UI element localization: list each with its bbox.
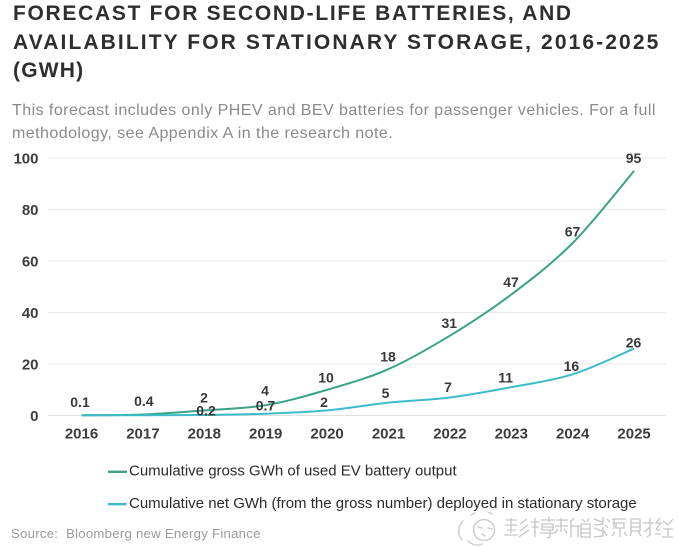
svg-text:31: 31 — [442, 315, 458, 331]
svg-text:2019: 2019 — [249, 426, 282, 443]
svg-text:Cumulative gross GWh of used E: Cumulative gross GWh of used EV battery … — [129, 463, 457, 480]
svg-text:2020: 2020 — [310, 426, 343, 443]
svg-text:2017: 2017 — [126, 426, 159, 443]
svg-text:0.1: 0.1 — [70, 394, 90, 410]
svg-text:47: 47 — [503, 274, 519, 290]
svg-text:2: 2 — [320, 394, 328, 410]
svg-text:10: 10 — [318, 370, 334, 386]
svg-text:2016: 2016 — [65, 426, 98, 443]
svg-text:2021: 2021 — [372, 426, 405, 443]
svg-text:11: 11 — [498, 370, 513, 386]
svg-text:0.2: 0.2 — [196, 403, 216, 419]
svg-text:0.7: 0.7 — [256, 398, 276, 414]
svg-text:2022: 2022 — [433, 426, 466, 443]
svg-text:2018: 2018 — [188, 426, 221, 443]
svg-text:20: 20 — [22, 357, 39, 374]
svg-text:18: 18 — [380, 349, 396, 365]
svg-text:2023: 2023 — [495, 426, 528, 443]
svg-text:100: 100 — [13, 151, 38, 168]
svg-text:2: 2 — [200, 390, 208, 406]
svg-text:67: 67 — [565, 224, 581, 240]
svg-text:60: 60 — [22, 254, 39, 271]
svg-text:2024: 2024 — [556, 426, 590, 443]
svg-text:2025: 2025 — [617, 426, 650, 443]
svg-text:80: 80 — [22, 202, 39, 219]
svg-text:40: 40 — [22, 305, 39, 322]
svg-text:16: 16 — [564, 358, 580, 374]
svg-text:4: 4 — [261, 383, 269, 399]
svg-text:0.4: 0.4 — [134, 393, 154, 409]
svg-text:5: 5 — [382, 385, 390, 401]
svg-text:Cumulative net GWh (from the g: Cumulative net GWh (from the gross numbe… — [129, 495, 637, 512]
svg-text:26: 26 — [626, 335, 642, 351]
svg-text:7: 7 — [444, 379, 452, 395]
svg-text:0: 0 — [30, 408, 38, 425]
svg-text:95: 95 — [626, 150, 642, 166]
svg-text:Source: Bloomberg new Energy: Source: Bloomberg new Energy Finance — [11, 526, 261, 541]
